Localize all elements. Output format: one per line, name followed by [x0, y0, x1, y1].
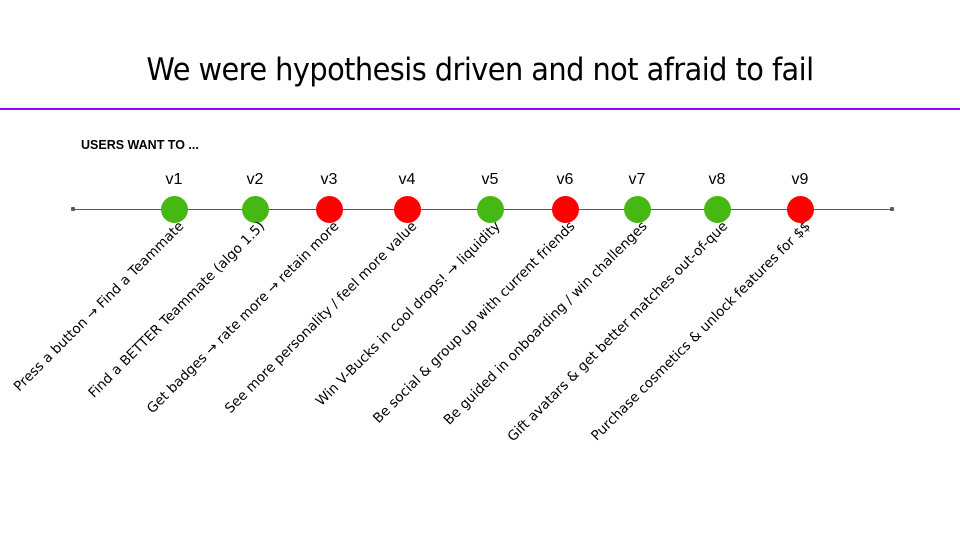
title-divider — [0, 108, 960, 110]
slide-title: We were hypothesis driven and not afraid… — [146, 52, 814, 88]
version-node-success — [476, 196, 504, 223]
version-label: v6 — [556, 171, 574, 188]
version-label: v1 — [165, 171, 183, 188]
version-label: v3 — [320, 171, 338, 188]
version-label: v2 — [246, 171, 264, 188]
version-node-success — [703, 196, 731, 223]
version-label: v4 — [398, 171, 416, 188]
version-node-fail — [786, 196, 814, 223]
section-heading: USERS WANT TO ... — [81, 138, 199, 152]
version-node-fail — [315, 196, 343, 223]
hypothesis-label: Press a button → Find a Teammate — [10, 218, 188, 395]
version-label: v9 — [791, 171, 809, 188]
version-node-success — [241, 196, 269, 223]
timeline-end-point — [890, 207, 894, 211]
timeline-start-point — [71, 207, 75, 211]
version-label: v7 — [628, 171, 646, 188]
version-node-success — [160, 196, 188, 223]
version-node-fail — [393, 196, 421, 223]
version-node-fail — [551, 196, 579, 223]
version-label: v8 — [708, 171, 726, 188]
version-node-success — [623, 196, 651, 223]
version-label: v5 — [481, 171, 499, 188]
